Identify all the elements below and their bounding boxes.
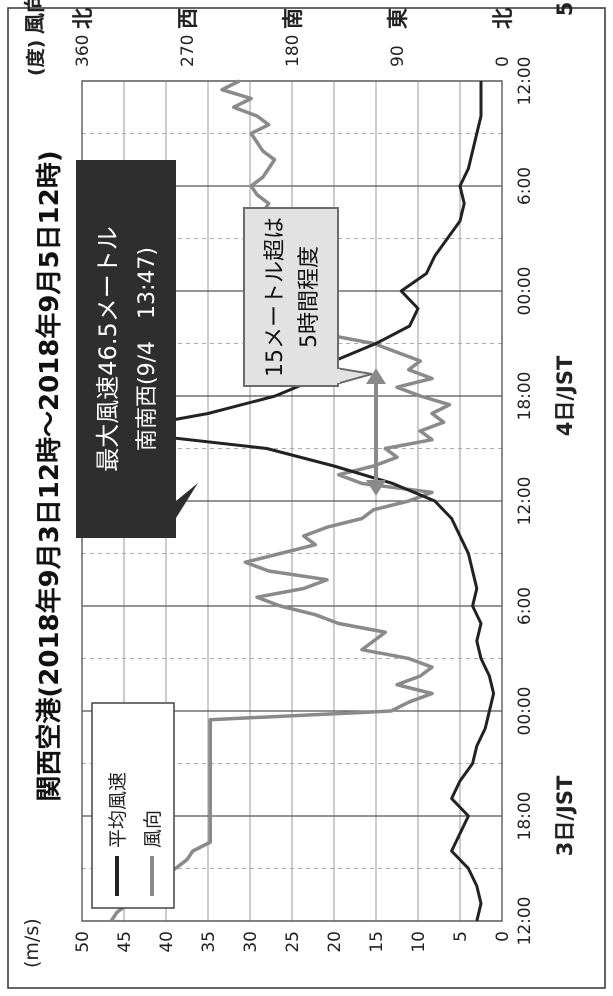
x-tick-label: 00:00 — [515, 267, 535, 316]
x-day-label: 5日/JST — [553, 0, 577, 16]
direction-label: 西 — [176, 8, 200, 29]
over15-line1: 15メートル超は — [263, 217, 288, 377]
y-right-tick-label: 360 — [73, 35, 93, 67]
y-left-tick-label: 0 — [493, 931, 513, 942]
y-left-tick-label: 15 — [367, 931, 387, 953]
series-wind-speed-line — [109, 81, 496, 922]
x-day-label: 4日/JST — [553, 355, 577, 436]
direction-label: 北 — [491, 8, 515, 29]
y-left-tick-label: 10 — [409, 931, 429, 953]
y-left-tick-label: 20 — [325, 931, 345, 953]
over15-line2: 5時間程度 — [297, 246, 322, 348]
x-tick-label: 18:00 — [515, 792, 535, 841]
max-wind-callout: 最大風速46.5メートル 南南西(9/4 13:47) — [76, 160, 198, 538]
y-left-tick-label: 35 — [199, 931, 219, 953]
y-right-axis-label: (度) — [24, 40, 47, 76]
y-left-tick-label: 5 — [451, 931, 471, 942]
direction-label: 東 — [386, 8, 410, 29]
x-tick-label: 18:00 — [515, 372, 535, 421]
y-left-tick-label: 30 — [241, 931, 261, 953]
y-left-tick-label: 40 — [157, 931, 177, 953]
max-wind-callout-box — [76, 160, 176, 538]
y-right-tick-label: 90 — [388, 45, 408, 67]
x-tick-label: 12:00 — [515, 897, 535, 946]
y-right-tick-label: 0 — [493, 56, 513, 67]
y-right-tick-label: 180 — [283, 35, 303, 67]
over15-callout: 15メートル超は 5時間程度 — [243, 207, 373, 387]
x-tick-label: 12:00 — [515, 477, 535, 526]
legend: 平均風速 風向 — [91, 702, 175, 909]
axes: 0 5 10 15 20 25 30 35 40 45 50 12:00 18:00 00:00 6:00 1… — [71, 0, 577, 953]
over15-arrow-head-right — [366, 368, 386, 384]
over15-arrow-head-left — [366, 480, 386, 496]
y-left-tick-label: 25 — [283, 931, 303, 953]
max-wind-callout-pointer — [176, 483, 198, 518]
y-left-tick-label: 45 — [115, 931, 135, 953]
legend-label-wind-speed: 平均風速 — [107, 772, 129, 848]
direction-label: 南 — [281, 8, 305, 29]
direction-label: 北 — [71, 8, 95, 29]
y-left-axis-label: (m/s) — [21, 918, 43, 968]
chart-title: 関西空港(2018年9月3日12時〜2018年9月5日12時) — [34, 150, 65, 801]
legend-box — [91, 702, 175, 909]
max-wind-line1: 最大風速46.5メートル — [94, 226, 122, 471]
over15-arrow — [366, 368, 386, 496]
x-tick-label: 12:00 — [515, 57, 535, 106]
max-wind-line2: 南南西(9/4 13:47) — [135, 247, 160, 451]
legend-label-wind-direction: 風向 — [142, 810, 164, 848]
y-left-tick-label: 50 — [73, 931, 93, 953]
x-day-label: 3日/JST — [553, 775, 577, 856]
over15-callout-box — [243, 207, 339, 387]
x-tick-label: 6:00 — [515, 167, 535, 205]
x-tick-label: 00:00 — [515, 687, 535, 736]
y-right-tick-label: 270 — [178, 35, 198, 67]
direction-title: 風向 — [23, 0, 47, 34]
x-tick-label: 6:00 — [515, 587, 535, 625]
over15-callout-join — [330, 369, 340, 383]
chart-border — [7, 7, 606, 989]
